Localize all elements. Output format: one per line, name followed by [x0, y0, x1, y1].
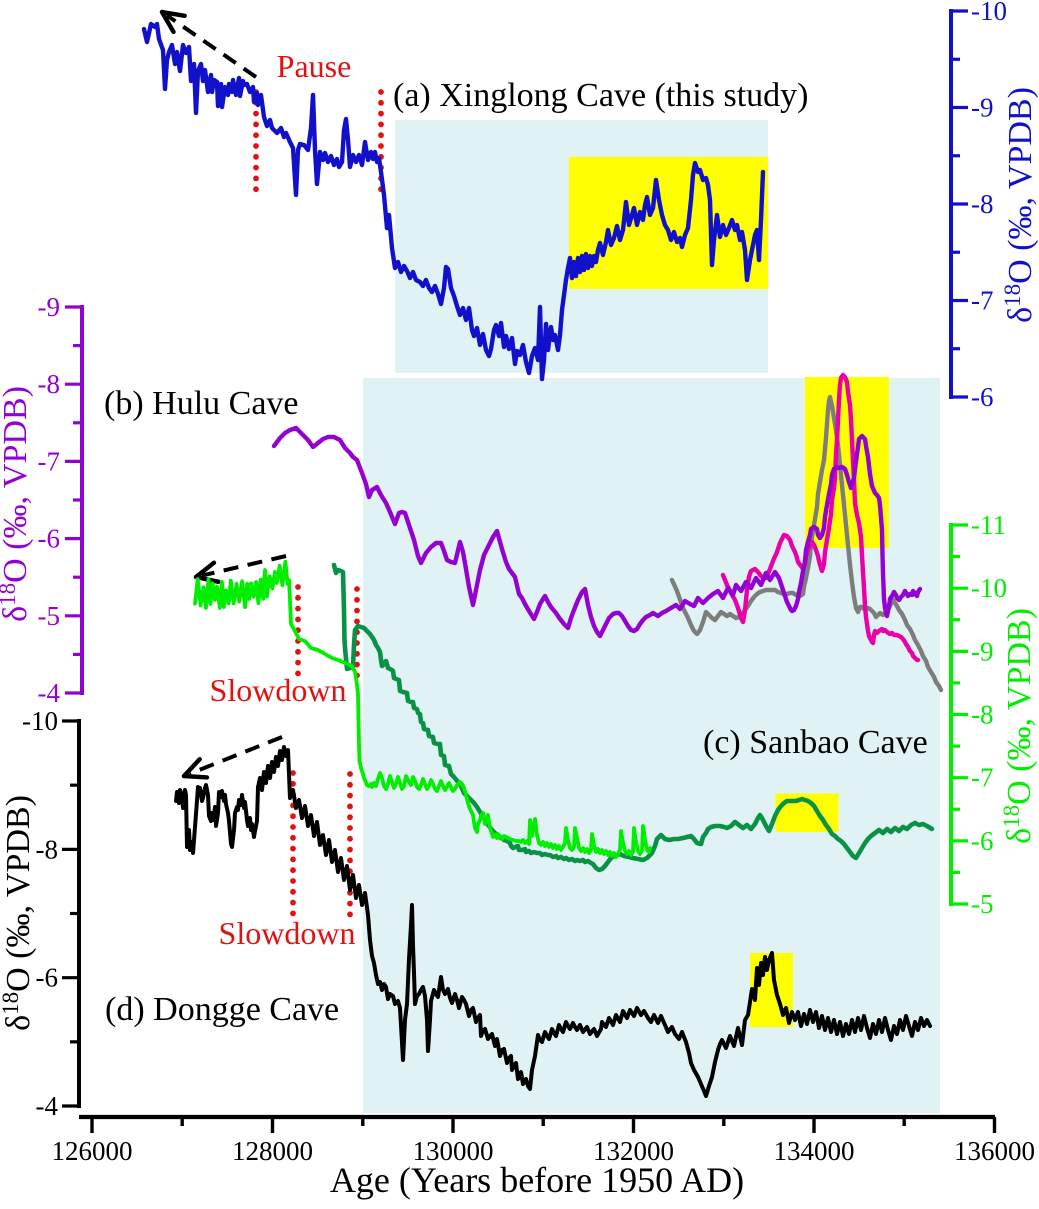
svg-text:δ18O (‰, VPDB): δ18O (‰, VPDB): [0, 795, 37, 1031]
svg-text:130000: 130000: [413, 1136, 494, 1166]
svg-text:-9: -9: [38, 292, 61, 322]
svg-text:-8: -8: [971, 189, 994, 219]
svg-text:(c) Sanbao Cave: (c) Sanbao Cave: [703, 724, 928, 761]
svg-text:136000: 136000: [954, 1136, 1035, 1166]
svg-text:δ18O (‰, VPDB): δ18O (‰, VPDB): [1000, 87, 1039, 323]
svg-text:(a) Xinglong Cave (this study): (a) Xinglong Cave (this study): [393, 77, 809, 114]
svg-text:-7: -7: [971, 286, 994, 316]
svg-text:-9: -9: [971, 93, 994, 123]
svg-text:128000: 128000: [232, 1136, 313, 1166]
svg-text:-10: -10: [971, 0, 1007, 26]
svg-text:-11: -11: [971, 510, 1006, 540]
svg-text:δ18O (‰, VPDB): δ18O (‰, VPDB): [0, 386, 34, 622]
svg-text:-6: -6: [971, 826, 994, 856]
svg-text:-9: -9: [971, 636, 994, 666]
svg-text:126000: 126000: [52, 1136, 133, 1166]
svg-text:-8: -8: [36, 834, 59, 864]
svg-text:Slowdown: Slowdown: [210, 672, 347, 708]
svg-text:-6: -6: [971, 382, 994, 412]
svg-text:-5: -5: [971, 889, 994, 919]
svg-text:δ18O (‰, VPDB): δ18O (‰, VPDB): [999, 608, 1038, 844]
svg-text:-10: -10: [22, 706, 58, 736]
svg-text:-7: -7: [38, 446, 61, 476]
svg-text:-5: -5: [38, 601, 61, 631]
svg-text:-8: -8: [971, 700, 994, 730]
svg-text:-7: -7: [971, 763, 994, 793]
svg-text:(b) Hulu Cave: (b) Hulu Cave: [104, 385, 299, 422]
svg-text:Slowdown: Slowdown: [219, 915, 356, 951]
svg-text:-8: -8: [38, 369, 61, 399]
svg-text:-6: -6: [36, 963, 59, 993]
svg-text:-6: -6: [38, 524, 61, 554]
svg-text:(d) Dongge Cave: (d) Dongge Cave: [105, 991, 339, 1028]
svg-text:-10: -10: [971, 573, 1007, 603]
svg-text:-4: -4: [38, 678, 61, 708]
svg-text:132000: 132000: [593, 1136, 674, 1166]
svg-text:-4: -4: [36, 1091, 59, 1121]
svg-text:134000: 134000: [774, 1136, 855, 1166]
svg-text:Age (Years before 1950 AD): Age (Years before 1950 AD): [330, 1160, 744, 1200]
svg-text:Pause: Pause: [277, 48, 352, 84]
